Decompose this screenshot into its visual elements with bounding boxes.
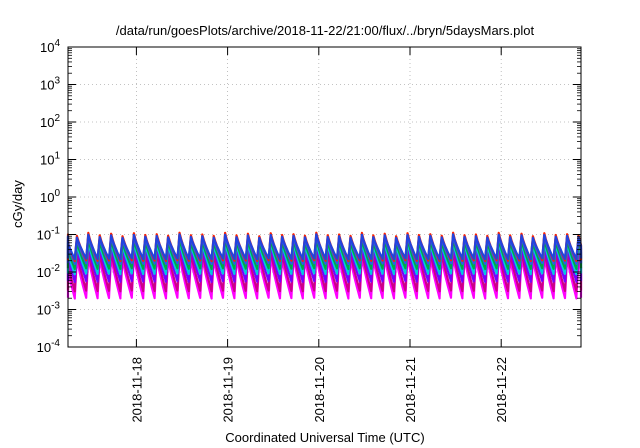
y-tick-label: 10-4 (37, 338, 61, 355)
series-line (66, 248, 583, 293)
x-tick-label: 2018-11-19 (221, 357, 236, 423)
y-tick-label: 10-1 (37, 226, 61, 243)
x-tick-label: 2018-11-18 (129, 357, 144, 423)
y-axis-label: cGy/day (10, 180, 25, 228)
y-tick-label: 104 (40, 38, 60, 55)
chart-title: /data/run/goesPlots/archive/2018-11-22/2… (116, 23, 535, 38)
x-tick-label: 2018-11-21 (403, 357, 418, 423)
y-tick-label: 10-2 (37, 263, 61, 280)
x-tick-label: 2018-11-20 (312, 357, 327, 423)
y-tick-label: 10-3 (37, 301, 61, 318)
x-tick-label: 2018-11-22 (494, 357, 509, 423)
series-group (66, 231, 583, 300)
y-tick-label: 102 (40, 113, 60, 130)
y-tick-label: 103 (40, 76, 60, 93)
x-axis-label: Coordinated Universal Time (UTC) (225, 430, 424, 445)
series-line (66, 254, 583, 300)
series-line (66, 233, 583, 261)
y-tick-label: 100 (40, 188, 60, 205)
axes: 10-4 10-3 10-2 10-1 100 101 102 103 104 2018-11-1… (37, 38, 581, 423)
grid (68, 47, 581, 347)
y-tick-label: 101 (40, 151, 60, 168)
